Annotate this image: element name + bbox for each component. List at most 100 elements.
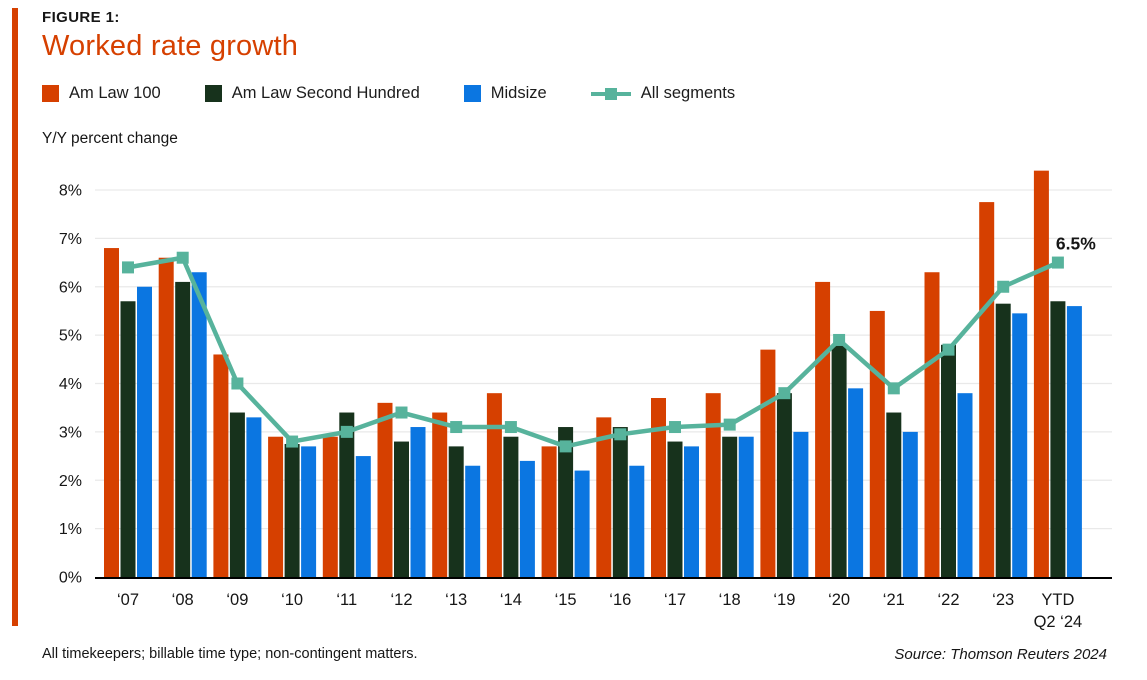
bar-midsize bbox=[574, 470, 590, 577]
bar-am-law-100 bbox=[596, 417, 612, 577]
bar-am-law-second-hundred bbox=[722, 436, 738, 577]
x-tick-label: ‘15 bbox=[555, 591, 577, 609]
line-marker bbox=[614, 428, 627, 441]
line-marker bbox=[286, 435, 299, 448]
x-tick-label: ‘10 bbox=[281, 591, 303, 609]
y-tick-label: 1% bbox=[59, 521, 82, 538]
x-tick-label: ‘13 bbox=[445, 591, 467, 609]
bar-am-law-100 bbox=[705, 393, 721, 577]
x-tick-label: ‘19 bbox=[773, 591, 795, 609]
bar-am-law-second-hundred bbox=[339, 412, 355, 577]
worked-rate-growth-chart: 6.5% 0% 1% 2% 3% 4% 5% 6% 7% 8% ‘07 ‘08 ‘09 ‘10 ‘11 ‘12… bbox=[59, 170, 1112, 631]
line-marker bbox=[176, 251, 189, 264]
bar-am-law-second-hundred bbox=[503, 436, 519, 577]
legend-label: Am Law Second Hundred bbox=[231, 84, 420, 102]
legend-item-midsize: Midsize bbox=[463, 84, 547, 103]
legend-label: Am Law 100 bbox=[69, 84, 161, 102]
legend-item-all-segments: All segments bbox=[590, 84, 736, 103]
bar-am-law-100 bbox=[104, 248, 119, 578]
bar-midsize bbox=[957, 393, 973, 577]
bar-midsize bbox=[848, 388, 864, 577]
am-law-100-swatch-icon bbox=[42, 85, 59, 102]
bar-am-law-second-hundred bbox=[667, 441, 683, 577]
all-segments-line-marker-icon bbox=[590, 85, 631, 102]
x-tick-label: Q2 ‘24 bbox=[1034, 613, 1083, 631]
bar-midsize bbox=[793, 431, 809, 577]
bar-am-law-second-hundred bbox=[120, 301, 136, 577]
x-tick-label: ‘23 bbox=[992, 591, 1014, 609]
bar-am-law-100 bbox=[979, 202, 995, 577]
x-tick-label: ‘09 bbox=[226, 591, 248, 609]
x-tick-label: ‘16 bbox=[609, 591, 631, 609]
bar-midsize bbox=[246, 417, 262, 577]
bar-midsize bbox=[191, 272, 207, 577]
x-tick-label: ‘22 bbox=[937, 591, 959, 609]
x-tick-label: ‘11 bbox=[336, 591, 357, 609]
y-tick-label: 7% bbox=[59, 231, 82, 248]
bar-midsize bbox=[137, 286, 152, 577]
bar-am-law-100 bbox=[158, 257, 174, 577]
line-marker bbox=[723, 418, 736, 431]
bar-am-law-second-hundred bbox=[941, 344, 956, 577]
bar-midsize bbox=[684, 446, 699, 577]
y-tick-label: 4% bbox=[59, 376, 82, 393]
x-tick-label: ‘08 bbox=[172, 591, 194, 609]
x-tick-label: YTD bbox=[1041, 591, 1074, 609]
x-tick-label: ‘07 bbox=[117, 591, 139, 609]
bar-am-law-100 bbox=[213, 354, 229, 577]
y-tick-label: 6% bbox=[59, 279, 82, 296]
x-tick-label: ‘20 bbox=[828, 591, 850, 609]
bar-am-law-second-hundred bbox=[995, 303, 1011, 577]
x-tick-label: ‘18 bbox=[719, 591, 741, 609]
bar-am-law-second-hundred bbox=[394, 441, 409, 577]
line-marker bbox=[833, 333, 846, 346]
y-tick-label: 3% bbox=[59, 424, 82, 441]
line-marker bbox=[340, 425, 353, 438]
bar-am-law-second-hundred bbox=[448, 446, 464, 577]
legend-item-am-law-100: Am Law 100 bbox=[42, 84, 161, 103]
line-marker bbox=[450, 421, 463, 434]
x-tick-label: ‘14 bbox=[500, 591, 522, 609]
line-marker bbox=[231, 377, 244, 390]
bar-am-law-second-hundred bbox=[284, 443, 300, 577]
line-marker bbox=[942, 343, 955, 356]
figure-title: Worked rate growth bbox=[42, 30, 299, 62]
bar-am-law-second-hundred bbox=[229, 412, 245, 577]
x-tick-label: ‘17 bbox=[664, 591, 686, 609]
line-marker bbox=[395, 406, 408, 419]
accent-rule bbox=[12, 8, 18, 626]
y-axis-label: Y/Y percent change bbox=[42, 130, 178, 147]
bar-midsize bbox=[1012, 313, 1028, 577]
legend-label: All segments bbox=[640, 84, 736, 102]
bar-am-law-100 bbox=[541, 446, 557, 577]
line-marker bbox=[122, 261, 134, 274]
bar-midsize bbox=[301, 446, 317, 577]
line-marker bbox=[778, 387, 791, 400]
bar-am-law-100 bbox=[815, 281, 831, 577]
midsize-swatch-icon bbox=[463, 85, 481, 102]
line-marker bbox=[504, 421, 517, 434]
bar-midsize bbox=[629, 465, 645, 577]
bar-am-law-100 bbox=[377, 402, 393, 577]
bar-am-law-100 bbox=[869, 310, 885, 577]
bar-am-law-100 bbox=[1033, 170, 1049, 577]
y-tick-label: 5% bbox=[59, 328, 82, 345]
y-tick-label: 8% bbox=[59, 183, 82, 200]
am-law-second-hundred-swatch-icon bbox=[204, 85, 222, 102]
chart-legend: Am Law 100 Am Law Second Hundred Midsize… bbox=[42, 84, 735, 103]
bar-am-law-100 bbox=[760, 349, 776, 577]
line-marker bbox=[997, 280, 1010, 293]
x-tick-label: ‘21 bbox=[883, 591, 905, 609]
bar-am-law-100 bbox=[924, 272, 940, 577]
bar-midsize bbox=[1066, 306, 1082, 577]
source-credit: Source: Thomson Reuters 2024 bbox=[894, 646, 1107, 663]
bar-midsize bbox=[355, 456, 371, 577]
legend-item-am-law-second-hundred: Am Law Second Hundred bbox=[204, 84, 420, 103]
line-marker bbox=[669, 421, 681, 434]
bar-midsize bbox=[410, 427, 426, 577]
bar-am-law-100 bbox=[268, 436, 284, 577]
bar-am-law-second-hundred bbox=[558, 427, 574, 577]
bar-am-law-100 bbox=[651, 398, 666, 577]
bar-midsize bbox=[738, 436, 754, 577]
